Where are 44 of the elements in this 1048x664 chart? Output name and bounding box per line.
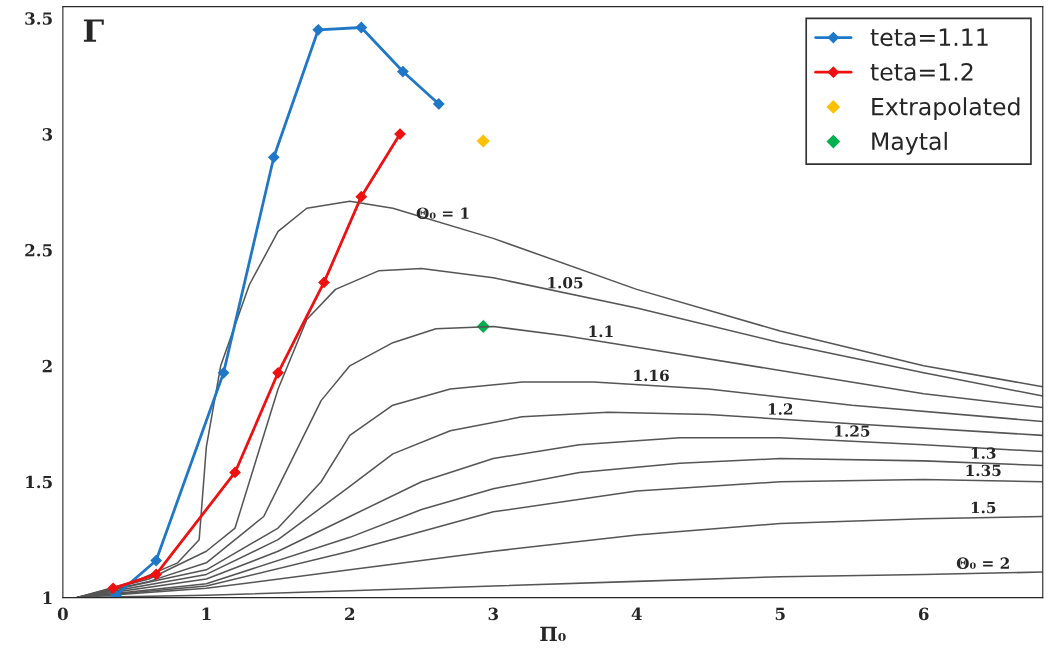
point <box>272 367 284 379</box>
legend-label: Extrapolated <box>872 97 1020 121</box>
point <box>355 191 367 203</box>
x-tick-label: 3 <box>488 607 499 621</box>
x-tick-label: 4 <box>631 607 642 620</box>
point <box>394 128 406 140</box>
point <box>217 367 230 379</box>
x-tick-label: 6 <box>918 607 929 621</box>
x-tick-label: 5 <box>775 607 785 621</box>
series-label: 1.25 <box>835 425 870 437</box>
series-label: Θ₀ = 1 <box>416 207 469 219</box>
series-label: 1.35 <box>966 464 1001 477</box>
point <box>355 21 367 34</box>
x-tick-label: 0 <box>57 607 68 621</box>
series-label: 1.2 <box>768 403 793 415</box>
point <box>150 568 162 581</box>
point <box>229 466 241 479</box>
series-label: 1.16 <box>634 369 669 382</box>
point <box>268 151 280 163</box>
series-label: 1.05 <box>548 276 583 289</box>
series-label: Θ₀ = 2 <box>956 557 1009 569</box>
legend-label: teta=1.2 <box>870 62 973 81</box>
x-tick-label: 2 <box>345 607 355 620</box>
series-label: 1.3 <box>971 447 996 459</box>
point <box>110 589 122 598</box>
y-tick-label: 3 <box>42 128 53 141</box>
legend-label: Maytal <box>872 131 947 155</box>
y-tick-label: 3.5 <box>25 12 52 25</box>
y-axis-title: Γ <box>83 19 104 42</box>
point <box>312 24 324 36</box>
point <box>318 276 330 289</box>
y-tick-label: 2 <box>42 359 52 373</box>
point <box>433 98 445 110</box>
point <box>107 582 119 594</box>
point <box>397 65 409 78</box>
legend-label: teta=1.11 <box>870 28 988 47</box>
y-tick-label: 1.5 <box>26 475 52 489</box>
x-tick-label: 1 <box>202 607 211 620</box>
y-tick-label: 1 <box>43 591 52 604</box>
series-label: 1.1 <box>589 325 613 338</box>
point <box>150 554 162 567</box>
x-axis-title: Π₀ <box>540 626 566 642</box>
series-label: 1.5 <box>971 501 996 514</box>
y-tick-label: 2.5 <box>25 243 52 257</box>
